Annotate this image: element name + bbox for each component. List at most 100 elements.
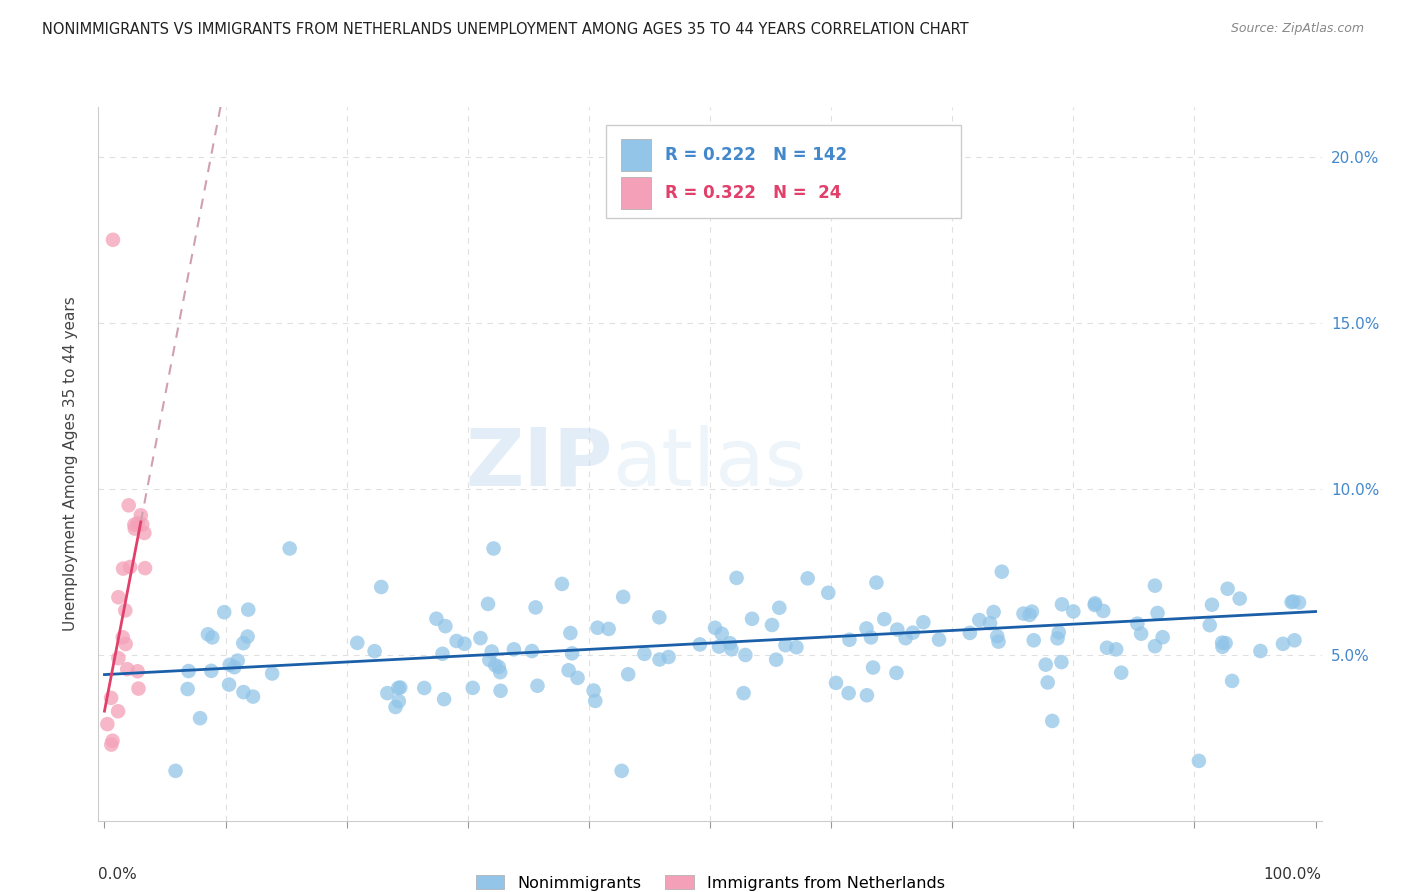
Point (1084, 598, 1107, 612)
Point (218, 657, 240, 672)
Point (873, 612, 896, 626)
Point (96, 717, 118, 731)
Point (1084, 596, 1107, 610)
Point (1047, 625, 1070, 640)
Point (1046, 632, 1069, 646)
Point (176, 681, 198, 696)
Point (101, 233, 124, 247)
Point (165, 764, 187, 778)
Point (1229, 591, 1251, 606)
Point (1220, 673, 1243, 688)
Point (733, 686, 755, 700)
Point (1143, 579, 1166, 593)
Point (375, 686, 398, 700)
Point (226, 654, 249, 668)
Text: R = 0.322   N =  24: R = 0.322 N = 24 (665, 185, 841, 202)
Point (503, 642, 526, 657)
Text: NONIMMIGRANTS VS IMMIGRANTS FROM NETHERLANDS UNEMPLOYMENT AMONG AGES 35 TO 44 YE: NONIMMIGRANTS VS IMMIGRANTS FROM NETHERL… (42, 22, 969, 37)
Point (114, 637, 136, 651)
Bar (606, 125, 960, 218)
Point (1216, 582, 1239, 596)
Point (979, 616, 1001, 631)
Point (859, 631, 882, 645)
Point (561, 646, 583, 660)
Text: 0.0%: 0.0% (98, 867, 138, 882)
Point (489, 683, 512, 698)
Point (1281, 595, 1303, 609)
Point (236, 630, 259, 644)
Point (127, 516, 149, 531)
Point (720, 642, 742, 657)
Point (212, 605, 235, 619)
Point (363, 644, 385, 658)
Point (1211, 640, 1233, 654)
Point (761, 618, 783, 632)
Point (124, 517, 146, 532)
Point (387, 681, 409, 695)
Point (775, 638, 797, 652)
Point (1198, 618, 1220, 632)
Point (118, 499, 141, 513)
Point (1152, 630, 1174, 644)
Point (796, 571, 818, 585)
Point (107, 704, 129, 718)
Point (1050, 597, 1073, 611)
Point (520, 644, 543, 658)
Point (1105, 642, 1128, 657)
Point (658, 650, 681, 665)
Point (1050, 655, 1073, 669)
Point (1062, 604, 1084, 618)
Point (453, 637, 475, 651)
Point (1215, 636, 1237, 650)
Point (1211, 635, 1233, 649)
Point (242, 690, 264, 704)
Point (1271, 637, 1294, 651)
Point (461, 681, 484, 695)
Y-axis label: Unemployment Among Ages 35 to 44 years: Unemployment Among Ages 35 to 44 years (63, 296, 77, 632)
Point (1040, 714, 1063, 728)
Point (865, 575, 887, 590)
Point (134, 525, 156, 540)
Point (262, 666, 284, 681)
Point (855, 621, 877, 635)
Point (1201, 598, 1223, 612)
Point (1288, 595, 1310, 609)
Point (967, 613, 990, 627)
Point (838, 686, 860, 700)
Point (111, 630, 134, 644)
Point (648, 652, 671, 666)
Point (1109, 665, 1132, 680)
Point (114, 603, 136, 617)
Point (707, 640, 730, 654)
Text: Source: ZipAtlas.com: Source: ZipAtlas.com (1230, 22, 1364, 36)
Point (765, 653, 787, 667)
Point (785, 640, 807, 655)
Point (524, 600, 547, 615)
Point (478, 653, 501, 667)
Text: ZIP: ZIP (465, 425, 612, 503)
Point (1130, 626, 1153, 640)
Point (434, 619, 457, 633)
Point (107, 591, 129, 605)
Point (107, 651, 129, 665)
Point (557, 663, 579, 677)
Point (1022, 633, 1045, 648)
Point (238, 602, 260, 616)
Point (201, 631, 224, 645)
Point (710, 626, 733, 640)
Point (488, 660, 510, 674)
Point (484, 658, 506, 673)
Point (1284, 633, 1306, 648)
Point (389, 681, 412, 695)
Point (346, 636, 368, 650)
Point (1036, 675, 1059, 690)
Point (129, 508, 152, 523)
Point (188, 711, 211, 725)
Point (112, 561, 135, 575)
Point (384, 700, 406, 714)
Point (100, 690, 122, 705)
Point (1035, 657, 1057, 672)
Point (370, 580, 392, 594)
Point (598, 622, 620, 636)
Point (1021, 605, 1043, 619)
